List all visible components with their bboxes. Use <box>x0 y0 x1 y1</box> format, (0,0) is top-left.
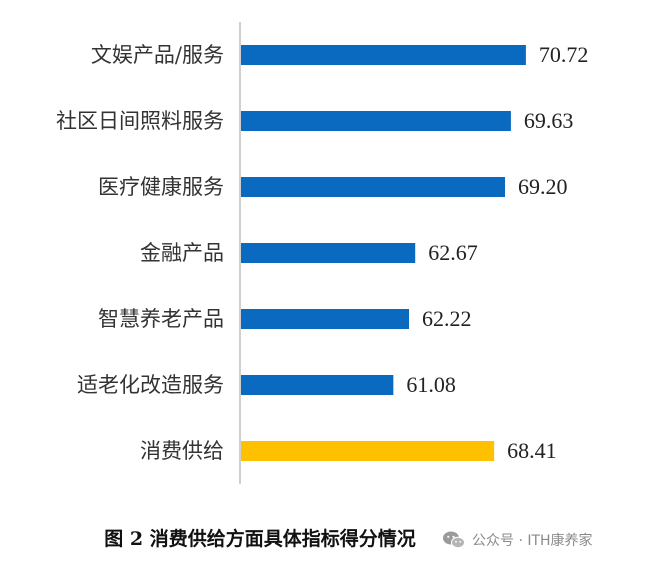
value-label-4: 62.67 <box>428 240 478 265</box>
value-label-2: 69.63 <box>524 108 574 133</box>
category-label-7: 消费供给 <box>140 439 224 463</box>
wechat-icon <box>443 531 465 549</box>
category-label-4: 金融产品 <box>140 241 224 265</box>
watermark-text: 公众号 · ITH康养家 <box>472 533 593 549</box>
bar-7 <box>241 441 495 461</box>
category-label-2: 社区日间照料服务 <box>56 109 224 133</box>
category-label-3: 医疗健康服务 <box>98 175 224 199</box>
bar-2 <box>241 111 511 131</box>
figure-caption: 图 2 消费供给方面具体指标得分情况 <box>104 528 416 550</box>
bar-3 <box>241 177 505 197</box>
value-label-6: 61.08 <box>406 372 456 397</box>
bar-6 <box>241 375 394 395</box>
value-label-5: 62.22 <box>422 306 472 331</box>
category-label-5: 智慧养老产品 <box>98 307 224 331</box>
value-label-3: 69.20 <box>518 174 568 199</box>
bar-1 <box>241 45 526 65</box>
bar-4 <box>241 243 416 263</box>
value-labels: 70.72 69.63 69.20 62.67 62.22 61.08 68.41 <box>406 42 588 463</box>
category-labels: 文娱产品/服务社区日间照料服务医疗健康服务金融产品智慧养老产品适老化改造服务消费… <box>56 43 224 463</box>
bars <box>241 45 526 461</box>
category-label-1: 文娱产品/服务 <box>91 43 224 67</box>
category-label-6: 适老化改造服务 <box>77 373 224 397</box>
value-label-7: 68.41 <box>507 438 557 463</box>
bar-5 <box>241 309 410 329</box>
value-label-1: 70.72 <box>539 42 589 67</box>
bar-chart: 文娱产品/服务社区日间照料服务医疗健康服务金融产品智慧养老产品适老化改造服务消费… <box>56 22 588 484</box>
watermark: 公众号 · ITH康养家 <box>442 528 593 552</box>
